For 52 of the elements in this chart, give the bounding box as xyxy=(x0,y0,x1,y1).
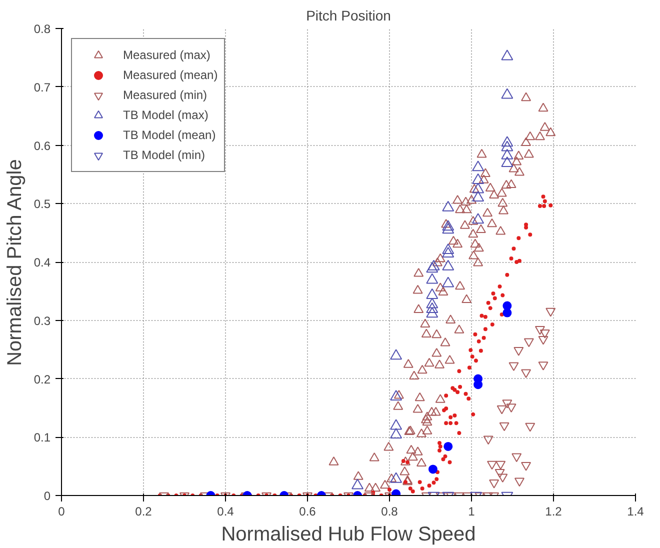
point xyxy=(442,260,454,270)
legend-label: TB Model (min) xyxy=(123,148,206,162)
point xyxy=(390,419,402,430)
legend-label: TB Model (mean) xyxy=(123,128,216,142)
legend-label: Measured (min) xyxy=(123,88,208,102)
point xyxy=(442,220,454,231)
point xyxy=(442,276,454,288)
point xyxy=(501,148,514,160)
y-tick-label: 0.6 xyxy=(34,138,51,153)
y-tick-label: 0.8 xyxy=(34,22,51,36)
y-tick-label: 0.5 xyxy=(34,197,51,212)
legend-label: Measured (max) xyxy=(123,48,210,62)
point xyxy=(442,200,454,212)
point xyxy=(426,273,438,284)
x-tick-label: 0.2 xyxy=(135,504,152,518)
point xyxy=(501,88,514,99)
point xyxy=(442,223,454,234)
y-axis-title: Normalised Pitch Angle xyxy=(4,159,26,366)
y-tick-label: 0.3 xyxy=(34,314,51,328)
point xyxy=(426,262,438,273)
point xyxy=(426,298,438,308)
y-tick-label: 0.1 xyxy=(34,430,51,445)
point xyxy=(426,288,438,299)
y-tick-label: 0 xyxy=(44,489,51,503)
point xyxy=(501,136,514,147)
point xyxy=(352,478,364,490)
x-tick-label: 1 xyxy=(468,504,476,518)
y-tick-label: 0.2 xyxy=(34,372,51,386)
point xyxy=(442,246,454,258)
point xyxy=(442,243,454,254)
point xyxy=(472,160,484,172)
y-tick-label: 0.7 xyxy=(34,80,51,94)
point xyxy=(501,156,514,168)
chart-title: Pitch Position xyxy=(306,8,391,24)
point xyxy=(390,390,402,401)
x-tick-label: 1.2 xyxy=(545,504,562,518)
point xyxy=(501,50,514,60)
point xyxy=(501,140,514,152)
point xyxy=(390,428,402,438)
point xyxy=(472,190,484,202)
x-tick-label: 0.8 xyxy=(381,504,398,518)
x-tick-label: 0 xyxy=(58,504,66,518)
legend-label: TB Model (max) xyxy=(123,108,208,122)
y-tick-label: 0.4 xyxy=(34,256,51,270)
point xyxy=(390,349,402,360)
x-tick-label: 1.4 xyxy=(627,504,644,518)
x-tick-label: 0.6 xyxy=(299,504,316,518)
point xyxy=(426,302,438,313)
x-tick-label: 0.4 xyxy=(217,504,234,518)
x-axis-title: Normalised Hub Flow Speed xyxy=(221,524,476,546)
legend-label: Measured (mean) xyxy=(123,68,218,82)
point xyxy=(426,307,438,318)
